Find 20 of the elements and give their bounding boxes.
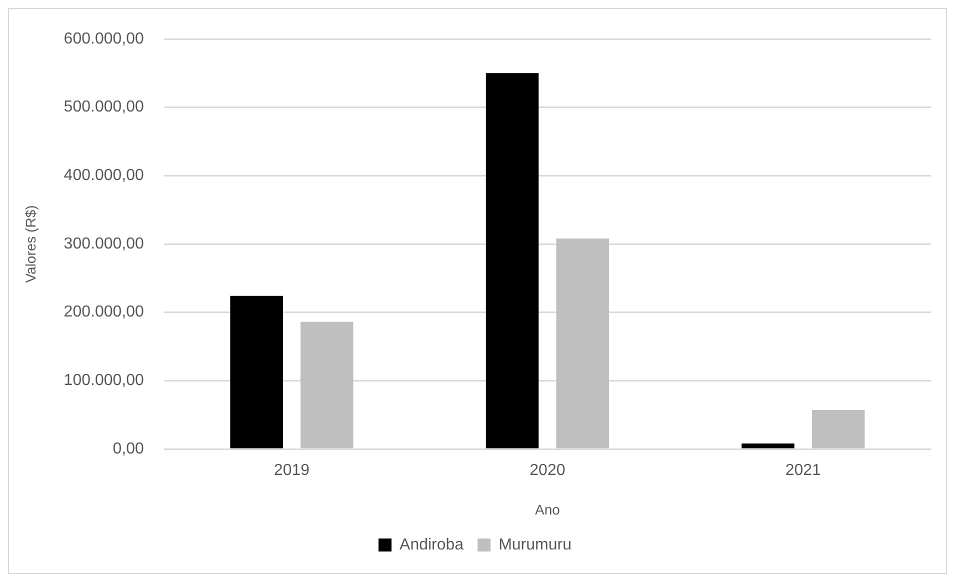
bar — [486, 73, 539, 448]
legend-label: Murumuru — [498, 536, 572, 554]
legend-label: Andiroba — [400, 536, 464, 554]
y-tick-label: 100.000,00 — [64, 372, 144, 390]
y-tick-label: 0,00 — [112, 440, 144, 458]
y-tick-label: 400.000,00 — [64, 167, 144, 184]
bar — [812, 410, 865, 448]
bar — [300, 322, 354, 448]
y-axis-title: Valores (R$) — [22, 205, 38, 283]
bar — [742, 444, 794, 448]
x-axis-title: Ano — [534, 501, 560, 518]
bar — [556, 238, 609, 448]
y-tick-label: 200.000,00 — [64, 304, 144, 321]
y-tick-label: 500.000,00 — [64, 98, 144, 116]
y-tick-label: 600.000,00 — [64, 30, 144, 48]
x-tick-label: 2019 — [274, 462, 310, 480]
x-tick-label: 2020 — [530, 462, 566, 480]
x-tick-label: 2021 — [785, 462, 822, 480]
y-tick-label: 300.000,00 — [64, 235, 144, 252]
bar — [230, 296, 283, 448]
